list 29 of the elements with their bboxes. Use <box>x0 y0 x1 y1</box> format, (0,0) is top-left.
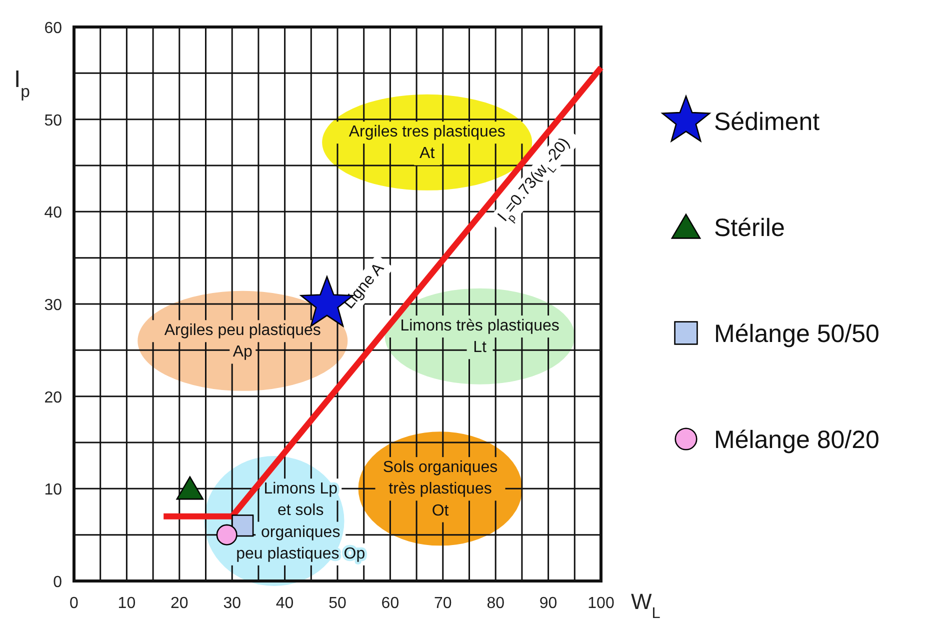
x-tick-label: 20 <box>170 595 188 612</box>
x-tick-label: 90 <box>539 595 558 612</box>
y-tick-label: 60 <box>44 20 62 37</box>
y-tick-label: 50 <box>44 112 62 130</box>
y-tick-label: 30 <box>44 297 62 314</box>
x-tick-label: 100 <box>588 595 614 612</box>
x-tick-label: 60 <box>381 595 400 612</box>
x-tick-label: 70 <box>434 595 452 612</box>
x-tick-label: 40 <box>276 595 294 612</box>
x-tick-label: 50 <box>328 595 346 612</box>
legend-label: Mélange 50/50 <box>714 320 880 348</box>
x-axis-title: W$_{L}$ <box>631 589 661 622</box>
legend-label: Sédiment <box>714 108 820 136</box>
x-tick-label: 10 <box>118 595 136 612</box>
y-tick-label: 10 <box>44 482 62 499</box>
y-tick-label: 20 <box>44 389 62 406</box>
annotation: Argiles peu plastiques Ap <box>164 322 321 361</box>
x-tick-label: 30 <box>223 595 242 612</box>
annotation: Sols organiques très plastiques Ot <box>382 459 498 520</box>
legend-label: Mélange 80/20 <box>714 426 880 454</box>
y-axis-title: I$_{p}$ <box>14 66 30 100</box>
annotation: Argiles tres plastiques At <box>348 124 506 162</box>
legend-label: Stérile <box>714 214 785 242</box>
y-tick-label: 0 <box>53 574 62 591</box>
annotation: Limons Lp et sols organiques peu plastiques Op <box>236 480 366 562</box>
y-tick-label: 40 <box>44 204 62 222</box>
annotation: Limons très plastiques Lt <box>400 318 560 356</box>
x-tick-label: 0 <box>70 595 79 612</box>
x-tick-label: 80 <box>486 595 505 612</box>
